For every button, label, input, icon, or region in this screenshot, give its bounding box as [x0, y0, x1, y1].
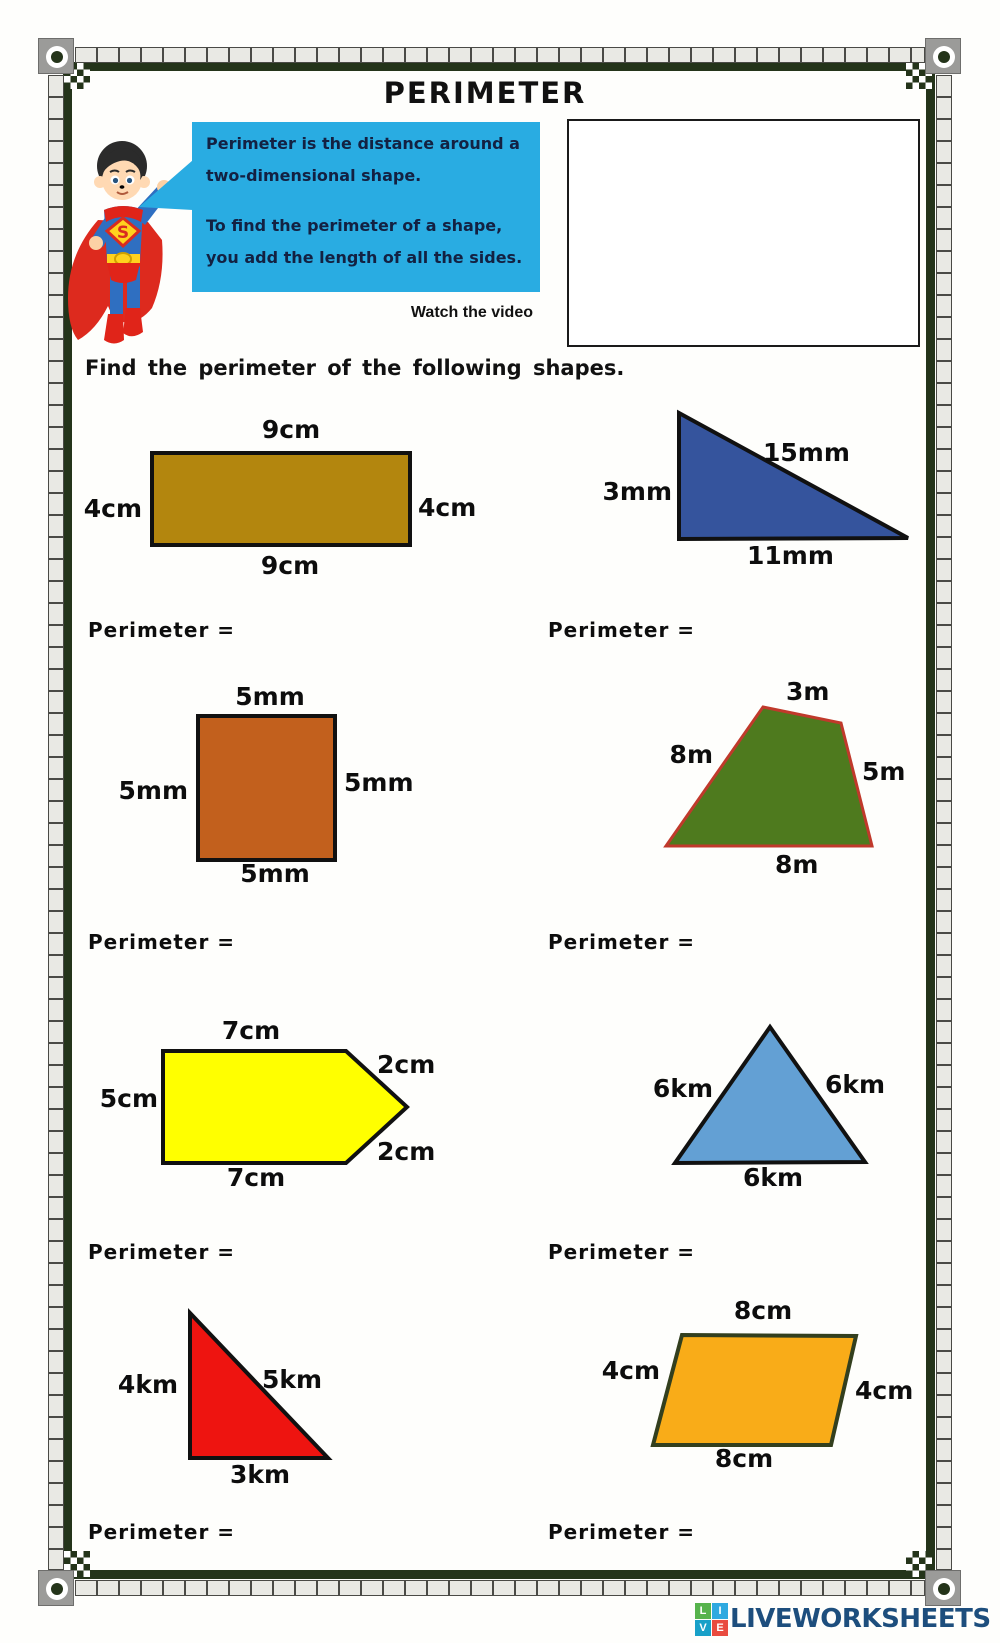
shape-quadrilateral: [652, 692, 887, 857]
ruler-border-right: [936, 75, 952, 1570]
shape-pentagon: [153, 1041, 415, 1173]
page-title: PERIMETER: [383, 76, 587, 110]
dimension-label: 4cm: [83, 494, 142, 523]
dimension-label: 7cm: [226, 1163, 286, 1192]
dimension-label: 3mm: [602, 477, 673, 506]
speech-bubble-text: Perimeter is the distance around a: [206, 134, 520, 153]
ruler-border-top: [75, 47, 925, 63]
dimension-label: 9cm: [260, 551, 320, 580]
dimension-label: 4cm: [601, 1356, 660, 1385]
dimension-label: 8cm: [714, 1444, 774, 1473]
logo-tile: I: [712, 1603, 728, 1619]
dimension-label: 6km: [825, 1070, 886, 1099]
dimension-label: 7cm: [221, 1016, 281, 1045]
dimension-label: 4km: [117, 1370, 178, 1399]
dimension-label: 5mm: [240, 859, 310, 888]
dimension-label: 3km: [229, 1460, 291, 1489]
dimension-label: 5mm: [344, 768, 414, 797]
corner-pin-icon: [925, 1570, 961, 1606]
dimension-label: 5cm: [99, 1084, 158, 1113]
perimeter-answer-label: Perimeter =: [548, 930, 696, 954]
shape-rectangle: [150, 451, 412, 547]
dimension-label: 6km: [742, 1163, 804, 1192]
shape-square: [195, 713, 338, 863]
dimension-label: 5mm: [235, 682, 305, 711]
dimension-label: 2cm: [377, 1137, 436, 1166]
perimeter-answer-label: Perimeter =: [88, 1520, 236, 1544]
logo-tile: V: [695, 1620, 711, 1636]
dimension-label: 8m: [775, 850, 819, 879]
dimension-label: 15mm: [763, 438, 850, 467]
dimension-label: 4cm: [855, 1376, 914, 1405]
corner-pin-icon: [38, 1570, 74, 1606]
dimension-label: 5mm: [118, 776, 189, 805]
logo-tile: E: [712, 1620, 728, 1636]
border-frame: [63, 62, 935, 1579]
ruler-border-left: [48, 75, 64, 1570]
perimeter-answer-label: Perimeter =: [548, 618, 696, 642]
dimension-label: 3m: [786, 677, 830, 706]
speech-bubble-text: two-dimensional shape.: [206, 166, 422, 185]
dimension-label: 9cm: [261, 415, 321, 444]
svg-text:S: S: [117, 223, 129, 243]
corner-pin-icon: [925, 38, 961, 74]
superman-character-image: S: [68, 141, 171, 344]
shape-right-triangle: [180, 1303, 340, 1468]
perimeter-answer-label: Perimeter =: [548, 1240, 696, 1264]
shape-triangle: [663, 1016, 875, 1170]
speech-bubble-text: To find the perimeter of a shape,: [206, 216, 503, 235]
perimeter-answer-label: Perimeter =: [88, 930, 236, 954]
perimeter-answer-label: Perimeter =: [88, 618, 236, 642]
dimension-label: 11mm: [747, 541, 834, 570]
speech-bubble: Perimeter is the distance around a two-d…: [192, 122, 540, 292]
logo-tile: L: [695, 1603, 711, 1619]
shape-parallelogram: [643, 1325, 868, 1455]
ruler-border-bottom: [75, 1580, 925, 1596]
liveworksheets-logo-icon: L I V E: [695, 1603, 728, 1636]
dimension-label: 8m: [669, 740, 713, 769]
watch-the-video-link[interactable]: Watch the video: [410, 304, 533, 321]
dimension-label: 5m: [862, 757, 906, 786]
video-placeholder[interactable]: [567, 119, 920, 347]
dimension-label: 8cm: [733, 1296, 793, 1325]
dimension-label: 6km: [652, 1074, 713, 1103]
corner-pin-icon: [38, 38, 74, 74]
perimeter-answer-label: Perimeter =: [548, 1520, 696, 1544]
dimension-label: 5km: [262, 1365, 323, 1394]
liveworksheets-brand-text: LIVEWORKSHEETS: [730, 1604, 991, 1634]
speech-bubble-text: you add the length of all the sides.: [206, 248, 523, 267]
dimension-label: 2cm: [377, 1050, 436, 1079]
speech-bubble-tail: [139, 160, 193, 210]
dimension-label: 4cm: [418, 493, 477, 522]
perimeter-answer-label: Perimeter =: [88, 1240, 236, 1264]
shape-right-triangle: [668, 403, 914, 545]
instruction-text: Find the perimeter of the following shap…: [85, 356, 625, 380]
